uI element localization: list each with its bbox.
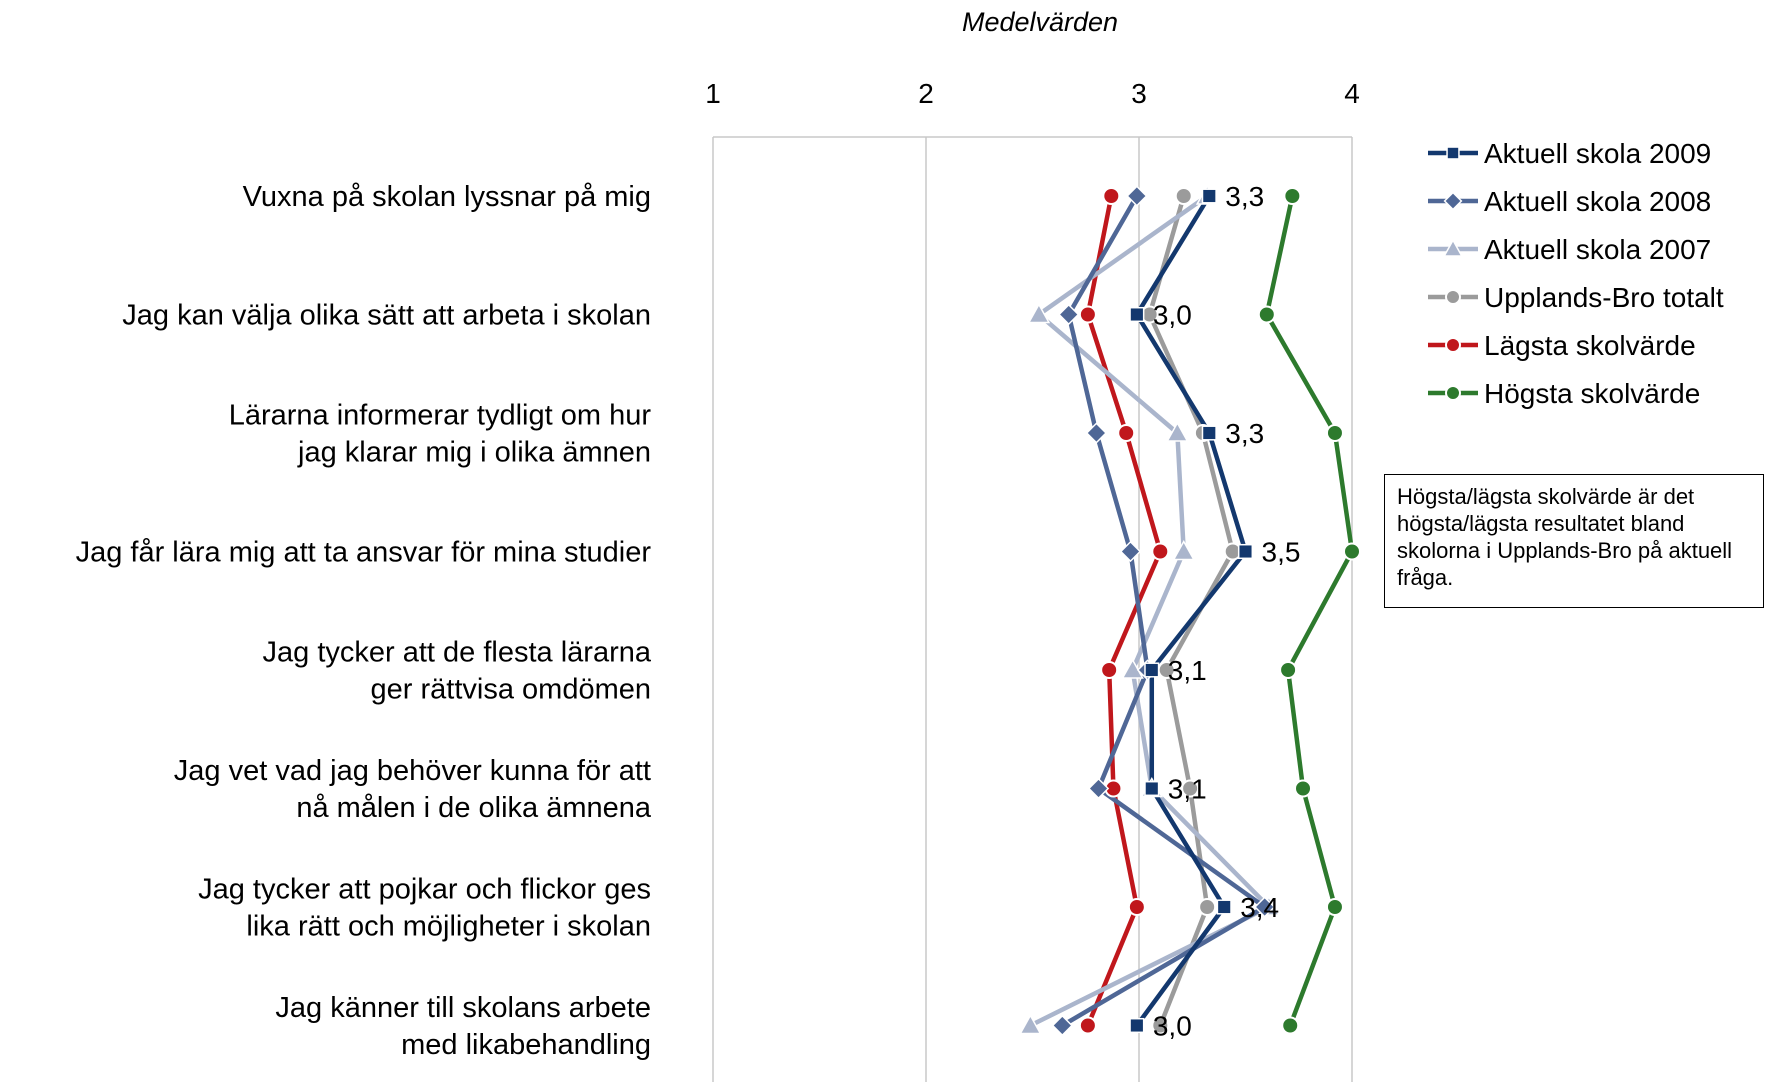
category-label: Jag kan välja olika sätt att arbeta i sk… [122, 300, 651, 332]
series-line [1134, 194, 1248, 1027]
data-point [1121, 658, 1144, 679]
data-label: 3,0 [1153, 300, 1192, 331]
legend-label: Aktuell skola 2008 [1484, 186, 1711, 217]
x-tick-label: 3 [1131, 78, 1147, 109]
data-point [1294, 779, 1313, 798]
legend-marker [1442, 238, 1464, 257]
data-point [1151, 542, 1170, 561]
legend-label: Upplands-Bro totalt [1484, 282, 1724, 313]
data-point [1051, 1014, 1073, 1037]
explanation-note: Högsta/lägsta skolvärde är det högsta/lä… [1384, 474, 1764, 608]
data-point [1102, 187, 1121, 205]
data-point [1019, 1013, 1042, 1035]
data-point [1144, 780, 1160, 797]
data-point [1181, 779, 1200, 798]
series-line [1085, 195, 1163, 1027]
category-label: ger rättvisa omdömen [371, 674, 651, 706]
category-label: Lärarna informerar tydligt om hur [229, 400, 652, 432]
data-label: 3,0 [1153, 1011, 1192, 1042]
category-label: med likabehandling [401, 1029, 651, 1061]
data-point [1126, 185, 1148, 207]
category-label: lika rätt och möjligheter i skolan [246, 911, 651, 943]
x-tick-label: 2 [918, 78, 934, 109]
data-point [1027, 302, 1051, 324]
data-label: 3,3 [1225, 418, 1264, 449]
category-label: Jag känner till skolans arbete [275, 992, 651, 1024]
data-point [1174, 187, 1193, 205]
data-point [1216, 899, 1232, 915]
data-point [1257, 305, 1276, 324]
legend-marker [1445, 289, 1461, 305]
data-point [1172, 539, 1196, 561]
data-point [1198, 898, 1217, 916]
data-point [1201, 425, 1217, 441]
category-label: Jag tycker att pojkar och flickor ges [198, 874, 651, 906]
data-point [1254, 896, 1276, 918]
data-label: 3,1 [1168, 774, 1207, 805]
data-point [1325, 424, 1344, 442]
category-label: Jag tycker att de flesta lärarna [263, 637, 652, 669]
category-label: Vuxna på skolan lyssnar på mig [243, 181, 651, 213]
data-point [1325, 898, 1344, 916]
data-point [1237, 543, 1254, 560]
data-point [1129, 1017, 1145, 1034]
data-point [1144, 662, 1160, 678]
data-point [1058, 303, 1080, 326]
x-tick-label: 4 [1344, 78, 1360, 109]
data-label: 3,1 [1168, 655, 1207, 686]
category-label: Jag vet vad jag behöver kunna för att [174, 755, 651, 787]
data-label: 3,4 [1240, 892, 1279, 923]
data-point [1078, 305, 1097, 324]
x-tick-label: 1 [705, 78, 721, 109]
data-point [1117, 424, 1136, 442]
legend-label: Aktuell skola 2009 [1484, 138, 1711, 169]
data-point [1283, 187, 1302, 205]
series-line [1029, 194, 1272, 1028]
legend-label: Högsta skolvärde [1484, 378, 1700, 409]
series-line [1061, 194, 1267, 1028]
data-point [1279, 661, 1298, 679]
data-point [1078, 1016, 1097, 1035]
legend-marker [1445, 385, 1461, 401]
data-point [1151, 1016, 1170, 1035]
category-label: Jag får lära mig att ta ansvar för mina … [76, 537, 652, 569]
data-point [1166, 421, 1189, 442]
data-point [1201, 188, 1217, 204]
data-point [1127, 898, 1146, 916]
data-point [1087, 777, 1110, 800]
data-label: 3,5 [1262, 537, 1301, 568]
legend-marker [1445, 337, 1461, 353]
data-point [1085, 422, 1108, 444]
legend-label: Lägsta skolvärde [1484, 330, 1696, 361]
data-point [1343, 542, 1361, 561]
data-point [1281, 1016, 1300, 1035]
chart-title: Medelvärden [962, 7, 1118, 37]
data-point [1119, 540, 1142, 563]
legend-marker [1443, 191, 1463, 211]
legend-label: Aktuell skola 2007 [1484, 234, 1711, 265]
series-line [1264, 195, 1355, 1027]
data-point [1129, 306, 1145, 323]
legend-marker [1446, 146, 1460, 160]
category-label: jag klarar mig i olika ämnen [297, 437, 651, 469]
data-point [1100, 661, 1119, 679]
data-label: 3,3 [1225, 181, 1264, 212]
category-label: nå målen i de olika ämnena [296, 792, 652, 824]
